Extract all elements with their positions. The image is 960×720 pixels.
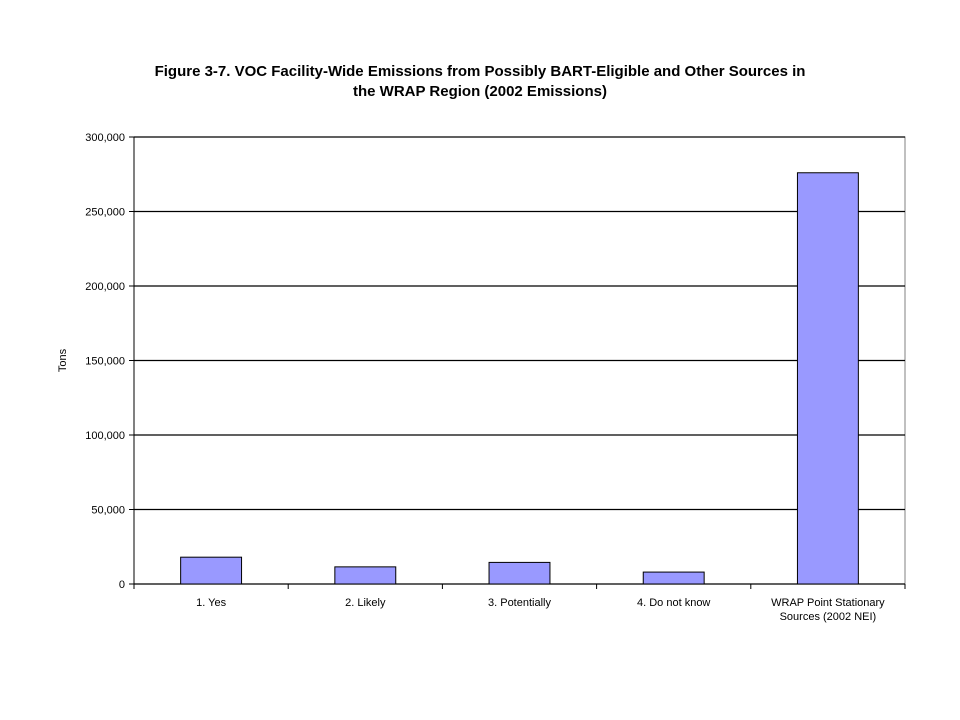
y-tick-label: 300,000 (85, 132, 125, 144)
x-tick-label: WRAP Point Stationary (771, 597, 885, 609)
y-tick-label: 200,000 (85, 281, 125, 293)
chart-title-line-2: the WRAP Region (2002 Emissions) (353, 83, 607, 100)
chart-title-line-1: Figure 3-7. VOC Facility-Wide Emissions … (154, 63, 806, 80)
y-tick-label: 150,000 (85, 356, 125, 368)
x-tick-label: 1. Yes (196, 597, 226, 609)
bar (180, 556, 243, 585)
x-tick-label: 2. Likely (345, 597, 386, 609)
bar (334, 566, 397, 585)
y-tick-label: 0 (119, 579, 125, 591)
y-axis-label: Tons (57, 348, 69, 372)
bar (796, 172, 859, 585)
x-tick-label: Sources (2002 NEI) (780, 611, 877, 623)
bar (642, 571, 705, 585)
y-tick-label: 250,000 (85, 207, 125, 219)
x-tick-label: 4. Do not know (637, 597, 710, 609)
y-tick-label: 50,000 (91, 505, 125, 517)
bar (488, 561, 551, 585)
y-tick-label: 100,000 (85, 430, 125, 442)
x-tick-label: 3. Potentially (488, 597, 551, 609)
